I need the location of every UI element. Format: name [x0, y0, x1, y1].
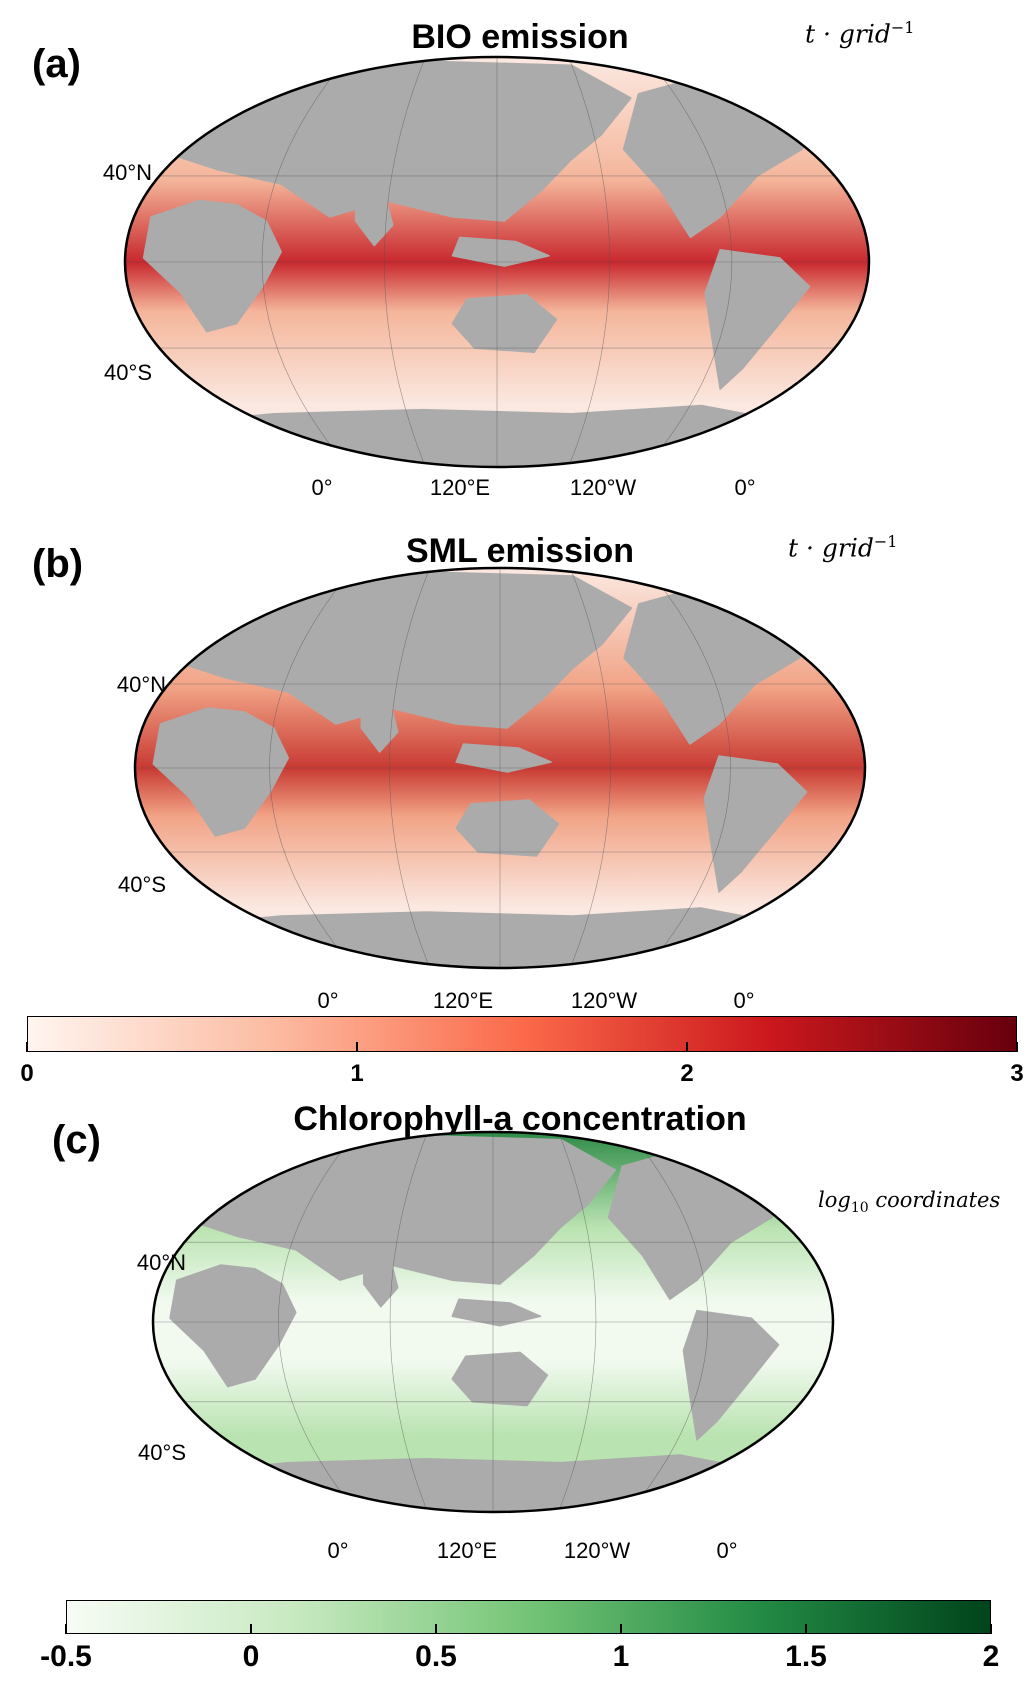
graticule-meridian	[269, 568, 354, 968]
graticule-meridian	[384, 57, 426, 467]
land-seasia	[451, 236, 550, 267]
lon-label-120e-c: 120°E	[436, 1538, 498, 1563]
land-greenland	[784, 1150, 827, 1198]
lon-label-0-a: 0°	[311, 475, 333, 500]
land-seasia	[455, 743, 552, 773]
land-australia	[455, 799, 560, 857]
colorbar-emission: 0 1 2 3	[20, 1016, 1024, 1087]
colorbar-tick-label: 0	[20, 1060, 34, 1087]
graticule-meridian	[568, 57, 610, 467]
graticule-meridian	[629, 1132, 708, 1512]
panel-letter-c: (c)	[52, 1118, 101, 1162]
lon-label-0-c: 0°	[327, 1538, 349, 1563]
colorbar-tick	[686, 1042, 688, 1052]
colorbar-chlorophyll: -0.5 0 0.5 1 1.5 2	[40, 1600, 999, 1673]
colorbar-tick	[805, 1624, 807, 1634]
colorbar-tick-label: 3	[1010, 1060, 1024, 1087]
graticule-meridian	[389, 1132, 428, 1512]
map-frame	[133, 566, 867, 970]
lat-label-40s-b: 40°S	[118, 872, 166, 897]
colorbar-tick	[990, 1624, 992, 1634]
lat-label-40s-a: 40°S	[104, 360, 152, 385]
lat-label-40n-c: 40°N	[136, 1250, 186, 1275]
lon-label-120e-a: 120°E	[429, 475, 491, 500]
land-india	[360, 703, 399, 753]
colorbar-tick-label: 0.5	[415, 1640, 457, 1673]
panel-letter-a: (a)	[32, 42, 81, 86]
panel-a: (a) BIO emission t · grid−1 40°N 40°S 0°…	[0, 0, 1033, 500]
lon-label-120w-b: 120°W	[570, 988, 638, 1013]
panel-b: (b) SML emission t · grid−1 40°N 40°S 0°…	[0, 520, 1033, 1013]
lat-label-40n-a: 40°N	[102, 160, 152, 185]
colorbar-tick	[1016, 1042, 1018, 1052]
graticule-meridian	[278, 1132, 357, 1512]
land-greenland	[816, 76, 863, 128]
map-b	[133, 566, 867, 970]
graticule-meridian	[261, 57, 348, 467]
land-africa	[142, 199, 282, 333]
lat-label-40s-c: 40°S	[138, 1440, 186, 1465]
unit-label-b: t · grid−1	[788, 532, 898, 563]
colorbar-tick-label: 0	[242, 1640, 260, 1673]
lon-label-0-b: 0°	[317, 988, 339, 1013]
land-southamerica	[704, 248, 811, 390]
lat-label-40n-b: 40°N	[116, 672, 166, 697]
graticule-meridian	[389, 568, 431, 968]
panel-title-a: BIO emission	[411, 18, 629, 56]
lon-label-0b-c: 0°	[716, 1538, 738, 1563]
land-seasia	[451, 1298, 542, 1327]
unit-label-c: log10 coordinates	[818, 1188, 1001, 1217]
colorbar-gradient	[66, 1600, 991, 1634]
colorbar-tick	[26, 1042, 28, 1052]
colorbar-tick	[620, 1624, 622, 1634]
land-australia	[451, 294, 558, 353]
land-africa	[169, 1264, 297, 1388]
colorbar-tick	[250, 1624, 252, 1634]
lon-label-120e-b: 120°E	[432, 988, 494, 1013]
colorbar-gradient	[27, 1016, 1017, 1052]
colorbar-tick	[435, 1624, 437, 1634]
panel-letter-b: (b)	[32, 542, 84, 586]
map-frame	[123, 55, 871, 469]
land-southamerica	[703, 755, 808, 893]
lon-label-0b-a: 0°	[734, 475, 756, 500]
colorbar-tick-label: 1	[612, 1640, 630, 1673]
colorbar-tick-label: -0.5	[40, 1640, 92, 1673]
land-southamerica	[682, 1309, 780, 1441]
map-a	[123, 55, 871, 469]
map-c	[151, 1130, 835, 1514]
land-india	[354, 195, 394, 247]
land-india	[363, 1260, 399, 1308]
graticule-meridian	[646, 568, 731, 968]
colorbar-tick-label: 1.5	[785, 1640, 827, 1673]
colorbar-tick-label: 2	[982, 1640, 1000, 1673]
land-greenland	[813, 587, 859, 637]
colorbar-tick	[356, 1042, 358, 1052]
colorbar-tick-label: 2	[680, 1060, 694, 1087]
land-africa	[152, 707, 290, 837]
lon-label-120w-c: 120°W	[563, 1538, 631, 1563]
lon-label-0b-b: 0°	[733, 988, 755, 1013]
graticule-meridian	[558, 1132, 597, 1512]
land-australia	[451, 1351, 549, 1407]
panel-title-b: SML emission	[406, 532, 634, 570]
graticule-meridian	[646, 57, 733, 467]
lon-label-120w-a: 120°W	[569, 475, 637, 500]
graticule-meridian	[569, 568, 611, 968]
colorbar-tick-label: 1	[350, 1060, 364, 1087]
map-frame	[151, 1130, 835, 1514]
unit-label-a: t · grid−1	[805, 18, 915, 49]
panel-c: (c) Chlorophyll-a concentration log10 co…	[0, 1100, 1033, 1563]
colorbar-tick	[65, 1624, 67, 1634]
